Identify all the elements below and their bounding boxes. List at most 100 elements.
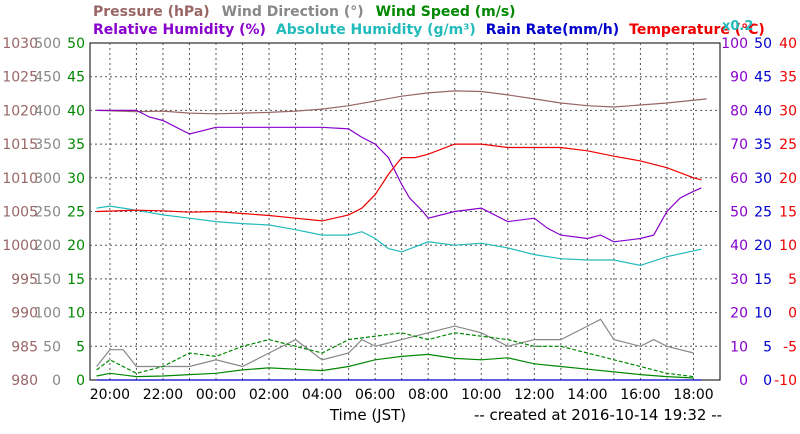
wind_direction-tick-label: 100 [34, 306, 61, 322]
humidity-tick-label: 100 [721, 36, 748, 52]
relative-humidity-line [96, 109, 702, 243]
legend-entry-0: Pressure (hPa) [93, 4, 210, 20]
wind_direction-tick-label: 300 [34, 171, 61, 187]
temperature-tick-label: 30 [779, 103, 797, 119]
pressure-tick-label: 995 [11, 272, 38, 288]
x-tick-label: 12:00 [514, 387, 554, 403]
wind_speed-tick-label: 45 [67, 70, 85, 86]
legend-entry-0: Relative Humidity (%) [93, 22, 266, 38]
rain_rate-tick-label: 10 [754, 306, 772, 322]
legend-entry-1: Wind Direction (°) [222, 4, 364, 20]
wind_direction-tick-label: 150 [34, 272, 61, 288]
x-tick-label: 14:00 [567, 387, 607, 403]
humidity-tick-label: 30 [730, 272, 748, 288]
temperature-tick-label: 20 [779, 171, 797, 187]
humidity-tick-label: 40 [730, 238, 748, 254]
pressure-tick-label: 1010 [2, 171, 38, 187]
temperature-tick-label: 10 [779, 238, 797, 254]
created-note: -- created at 2016-10-14 19:32 -- [474, 406, 722, 424]
x-tick-label: 04:00 [302, 387, 342, 403]
rain_rate-tick-label: 50 [754, 36, 772, 52]
wind_speed-tick-label: 35 [67, 137, 85, 153]
pressure-tick-label: 1020 [2, 103, 38, 119]
y-axes: 1030102510201015101010051000995990985980… [2, 36, 797, 389]
scale-note: x0.2 [722, 19, 753, 34]
pressure-tick-label: 1015 [2, 137, 38, 153]
temperature-tick-label: 15 [779, 205, 797, 221]
rain_rate-tick-label: 15 [754, 272, 772, 288]
temperature-tick-label: -10 [774, 373, 797, 389]
x-tick-label: 20:00 [90, 387, 130, 403]
humidity-tick-label: 20 [730, 306, 748, 322]
humidity-tick-label: 70 [730, 137, 748, 153]
temperature-tick-label: 0 [788, 306, 797, 322]
humidity-tick-label: 10 [730, 339, 748, 355]
rain_rate-tick-label: 35 [754, 137, 772, 153]
rain_rate-tick-label: 20 [754, 238, 772, 254]
pressure-tick-label: 990 [11, 306, 38, 322]
wind_speed-tick-label: 25 [67, 205, 85, 221]
legend-entry-1: Absolute Humidity (g/m³) [276, 22, 476, 38]
wind_direction-tick-label: 50 [43, 339, 61, 355]
pressure-tick-label: 1025 [2, 70, 38, 86]
wind-speed-line [96, 353, 694, 379]
rain_rate-tick-label: 25 [754, 205, 772, 221]
wind_direction-tick-label: 0 [52, 373, 61, 389]
absolute-humidity-line [96, 205, 702, 267]
wind_direction-tick-label: 450 [34, 70, 61, 86]
rain_rate-tick-label: 30 [754, 171, 772, 187]
legend-entry-2: Wind Speed (m/s) [376, 4, 516, 20]
pressure-tick-label: 980 [11, 373, 38, 389]
wind_direction-tick-label: 500 [34, 36, 61, 52]
wind-gust-line [96, 332, 694, 378]
wind_speed-tick-label: 40 [67, 103, 85, 119]
rain_rate-tick-label: 45 [754, 70, 772, 86]
series-layer [96, 90, 707, 381]
x-tick-label: 18:00 [673, 387, 713, 403]
temperature-tick-label: 40 [779, 36, 797, 52]
rain_rate-tick-label: 40 [754, 103, 772, 119]
rain_rate-tick-label: 5 [763, 339, 772, 355]
temperature-tick-label: 25 [779, 137, 797, 153]
wind_speed-tick-label: 15 [67, 272, 85, 288]
temperature-tick-label: 5 [788, 272, 797, 288]
wind_direction-tick-label: 200 [34, 238, 61, 254]
legend-entry-3: Temperature (°C) [629, 22, 765, 38]
scale-note-group: x0.2 [722, 19, 753, 34]
wind-direction-line [96, 318, 694, 368]
pressure-tick-label: 985 [11, 339, 38, 355]
wind_speed-tick-label: 0 [76, 373, 85, 389]
legend-row-2: Relative Humidity (%) Absolute Humidity (… [93, 22, 765, 38]
x-tick-label: 06:00 [355, 387, 395, 403]
x-tick-label: 16:00 [620, 387, 660, 403]
x-axis-label: Time (JST) [329, 406, 406, 424]
temperature-line [96, 143, 702, 222]
wind_speed-tick-label: 10 [67, 306, 85, 322]
x-tick-label: 10:00 [461, 387, 501, 403]
wind_direction-tick-label: 350 [34, 137, 61, 153]
x-tick-label: 08:00 [408, 387, 448, 403]
temperature-tick-label: -5 [783, 339, 797, 355]
temperature-tick-label: 35 [779, 70, 797, 86]
x-tick-label: 00:00 [196, 387, 236, 403]
pressure-tick-label: 1030 [2, 36, 38, 52]
humidity-tick-label: 90 [730, 70, 748, 86]
humidity-tick-label: 80 [730, 103, 748, 119]
wind_direction-tick-label: 400 [34, 103, 61, 119]
wind_speed-tick-label: 20 [67, 238, 85, 254]
pressure-line [96, 90, 707, 115]
rain_rate-tick-label: 0 [763, 373, 772, 389]
humidity-tick-label: 0 [739, 373, 748, 389]
wind_speed-tick-label: 50 [67, 36, 85, 52]
pressure-tick-label: 1000 [2, 238, 38, 254]
wind_speed-tick-label: 30 [67, 171, 85, 187]
x-axis: 20:00 22:00 00:00 02:00 04:00 06:00 08:00 10:00… [90, 387, 714, 403]
pressure-tick-label: 1005 [2, 205, 38, 221]
x-tick-label: 02:00 [249, 387, 289, 403]
humidity-tick-label: 50 [730, 205, 748, 221]
wind_direction-tick-label: 250 [34, 205, 61, 221]
wind_speed-tick-label: 5 [76, 339, 85, 355]
x-tick-label: 22:00 [143, 387, 183, 403]
legend-row-1: Pressure (hPa) Wind Direction (°) Wind Spe… [93, 4, 516, 20]
